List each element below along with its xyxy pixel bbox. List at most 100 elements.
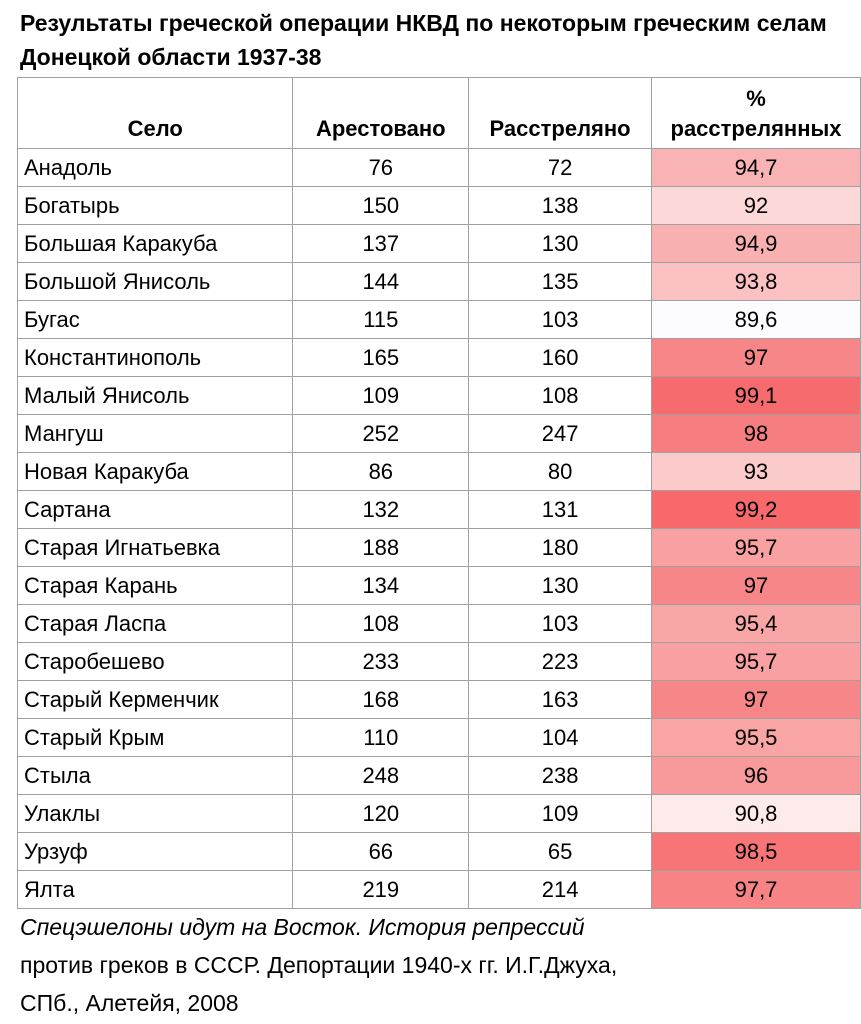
- cell-village: Урзуф: [16, 832, 294, 871]
- table-row: Сартана 132 131 99,2: [16, 490, 861, 529]
- cell-percent: 97: [651, 680, 861, 719]
- table-row: Стыла 248 238 96: [16, 756, 861, 795]
- table-row: Новая Каракуба 86 80 93: [16, 452, 861, 491]
- cell-village: Ялта: [16, 870, 294, 909]
- cell-shot: 103: [468, 300, 653, 339]
- cell-village: Старобешево: [16, 642, 294, 681]
- cell-arrested: 144: [292, 262, 470, 301]
- header-percent-line1: %: [746, 86, 766, 111]
- table-row: Урзуф 66 65 98,5: [16, 832, 861, 871]
- cell-shot: 130: [468, 224, 653, 263]
- header-arrested: Арестовано: [292, 77, 470, 149]
- cell-village: Старый Керменчик: [16, 680, 294, 719]
- cell-arrested: 108: [292, 604, 470, 643]
- header-percent-line2: расстрелянных: [670, 116, 842, 141]
- cell-percent: 98: [651, 414, 861, 453]
- table-row: Бугас 115 103 89,6: [16, 300, 861, 339]
- cell-percent: 93: [651, 452, 861, 491]
- cell-village: Малый Янисоль: [16, 376, 294, 415]
- source-line-3: СПб., Алетейя, 2008: [20, 990, 239, 1016]
- cell-arrested: 233: [292, 642, 470, 681]
- cell-percent: 97: [651, 338, 861, 377]
- repressions-table: Село Арестовано Расстреляно % расстрелян…: [16, 77, 861, 909]
- cell-village: Константинополь: [16, 338, 294, 377]
- cell-arrested: 165: [292, 338, 470, 377]
- cell-arrested: 150: [292, 186, 470, 225]
- cell-village: Стыла: [16, 756, 294, 795]
- source-line-2: против греков в СССР. Депортации 1940-х …: [20, 952, 618, 978]
- cell-percent: 97: [651, 566, 861, 605]
- cell-percent: 99,2: [651, 490, 861, 529]
- cell-arrested: 76: [292, 148, 470, 187]
- table-row: Старый Крым 110 104 95,5: [16, 718, 861, 757]
- cell-percent: 96: [651, 756, 861, 795]
- cell-percent: 99,1: [651, 376, 861, 415]
- table-row: Старая Игнатьевка 188 180 95,7: [16, 528, 861, 567]
- cell-arrested: 134: [292, 566, 470, 605]
- cell-arrested: 248: [292, 756, 470, 795]
- cell-arrested: 109: [292, 376, 470, 415]
- cell-village: Старая Карань: [16, 566, 294, 605]
- cell-shot: 223: [468, 642, 653, 681]
- cell-shot: 135: [468, 262, 653, 301]
- cell-arrested: 137: [292, 224, 470, 263]
- table-row: Старобешево 233 223 95,7: [16, 642, 861, 681]
- cell-arrested: 252: [292, 414, 470, 453]
- cell-village: Анадоль: [16, 148, 294, 187]
- cell-village: Мангуш: [16, 414, 294, 453]
- cell-shot: 65: [468, 832, 653, 871]
- table-row: Улаклы 120 109 90,8: [16, 794, 861, 833]
- cell-village: Бугас: [16, 300, 294, 339]
- table-row: Старая Карань 134 130 97: [16, 566, 861, 605]
- table-row: Старая Ласпа 108 103 95,4: [16, 604, 861, 643]
- table-row: Анадоль 76 72 94,7: [16, 148, 861, 187]
- table-row: Богатырь 150 138 92: [16, 186, 861, 225]
- cell-percent: 95,5: [651, 718, 861, 757]
- cell-shot: 238: [468, 756, 653, 795]
- cell-village: Новая Каракуба: [16, 452, 294, 491]
- cell-shot: 72: [468, 148, 653, 187]
- cell-village: Улаклы: [16, 794, 294, 833]
- page-title: Результаты греческой операции НКВД по не…: [20, 10, 827, 70]
- cell-arrested: 132: [292, 490, 470, 529]
- table-row: Малый Янисоль 109 108 99,1: [16, 376, 861, 415]
- header-village: Село: [16, 77, 294, 149]
- cell-percent: 95,4: [651, 604, 861, 643]
- table-row: Константинополь 165 160 97: [16, 338, 861, 377]
- cell-village: Старая Ласпа: [16, 604, 294, 643]
- cell-shot: 103: [468, 604, 653, 643]
- table-row: Большая Каракуба 137 130 94,9: [16, 224, 861, 263]
- cell-arrested: 120: [292, 794, 470, 833]
- cell-percent: 92: [651, 186, 861, 225]
- cell-percent: 95,7: [651, 528, 861, 567]
- cell-percent: 98,5: [651, 832, 861, 871]
- table-row: Большой Янисоль 144 135 93,8: [16, 262, 861, 301]
- cell-village: Старая Игнатьевка: [16, 528, 294, 567]
- cell-shot: 160: [468, 338, 653, 377]
- cell-percent: 93,8: [651, 262, 861, 301]
- table-row: Мангуш 252 247 98: [16, 414, 861, 453]
- cell-village: Большой Янисоль: [16, 262, 294, 301]
- cell-percent: 89,6: [651, 300, 861, 339]
- cell-shot: 214: [468, 870, 653, 909]
- cell-shot: 247: [468, 414, 653, 453]
- cell-shot: 180: [468, 528, 653, 567]
- table-row: Старый Керменчик 168 163 97: [16, 680, 861, 719]
- table-body: Анадоль 76 72 94,7 Богатырь 150 138 92 Большая К…: [16, 148, 861, 909]
- cell-percent: 97,7: [651, 870, 861, 909]
- cell-arrested: 219: [292, 870, 470, 909]
- cell-shot: 80: [468, 452, 653, 491]
- header-shot: Расстреляно: [468, 77, 653, 149]
- cell-percent: 94,7: [651, 148, 861, 187]
- table-row: Ялта 219 214 97,7: [16, 870, 861, 909]
- cell-shot: 109: [468, 794, 653, 833]
- cell-shot: 163: [468, 680, 653, 719]
- header-percent: % расстрелянных: [651, 77, 861, 149]
- cell-arrested: 115: [292, 300, 470, 339]
- cell-shot: 108: [468, 376, 653, 415]
- cell-percent: 94,9: [651, 224, 861, 263]
- cell-shot: 104: [468, 718, 653, 757]
- table-header-row: Село Арестовано Расстреляно % расстрелян…: [16, 77, 861, 149]
- cell-village: Сартана: [16, 490, 294, 529]
- cell-village: Большая Каракуба: [16, 224, 294, 263]
